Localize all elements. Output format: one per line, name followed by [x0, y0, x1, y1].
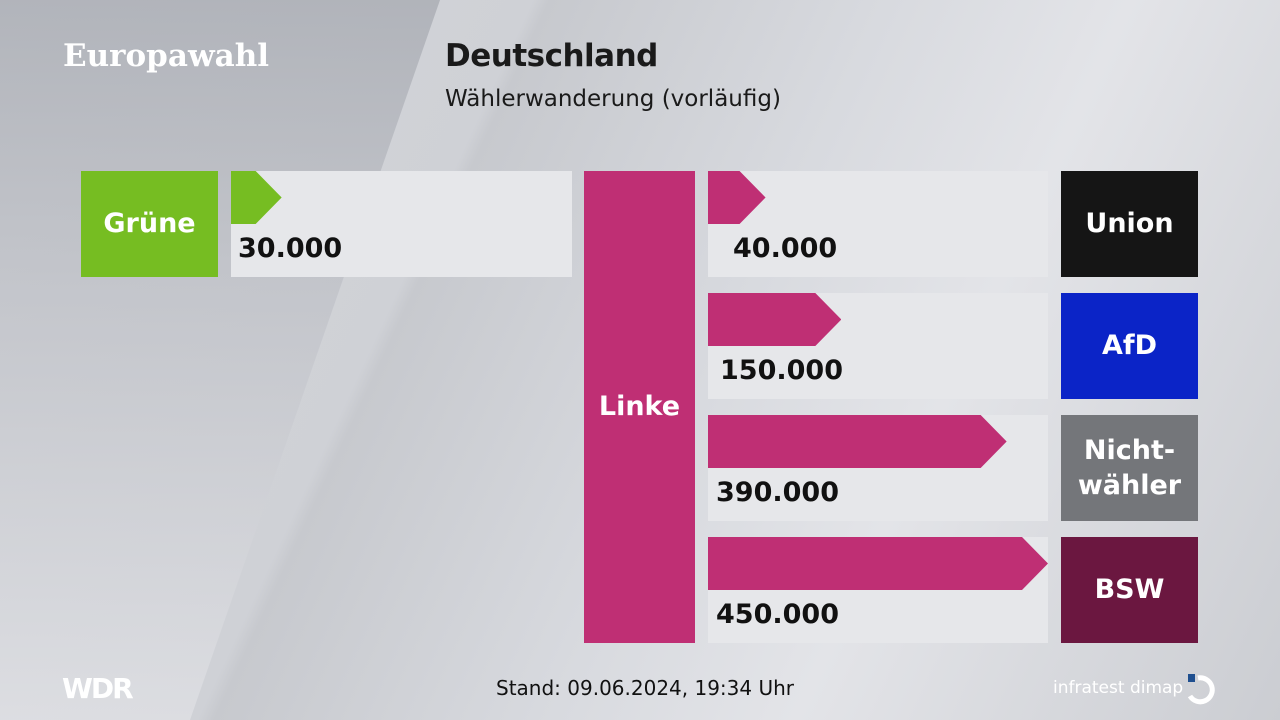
infratest-dimap-logo: infratest dimap	[1053, 678, 1184, 698]
flow-value-bsw: 450.000	[716, 599, 839, 630]
brand-title: Europawahl	[63, 38, 270, 74]
party-nichtwaehler: Nicht- wähler	[1061, 415, 1198, 521]
flow-arrow-afd	[708, 293, 841, 346]
party-gruene: Grüne	[81, 171, 218, 277]
flow-value-gruene: 30.000	[238, 233, 343, 264]
party-afd: AfD	[1061, 293, 1198, 399]
page-title: Deutschland	[445, 38, 658, 74]
flow-arrow-nichtwaehler	[708, 415, 1007, 468]
flow-value-union: 40.000	[733, 233, 838, 264]
flow-arrow-bsw	[708, 537, 1048, 590]
party-linke: Linke	[584, 171, 695, 643]
party-bsw: BSW	[1061, 537, 1198, 643]
wdr-logo: WDR	[62, 672, 134, 705]
page-subtitle: Wählerwanderung (vorläufig)	[445, 86, 781, 112]
flow-value-afd: 150.000	[720, 355, 843, 386]
background-shade	[0, 0, 440, 720]
flow-value-nichtwaehler: 390.000	[716, 477, 839, 508]
party-union: Union	[1061, 171, 1198, 277]
infratest-dimap-icon	[1187, 674, 1215, 705]
flow-track-gruene	[231, 171, 572, 277]
timestamp: Stand: 09.06.2024, 19:34 Uhr	[496, 676, 795, 700]
flow-track-union	[708, 171, 1048, 277]
